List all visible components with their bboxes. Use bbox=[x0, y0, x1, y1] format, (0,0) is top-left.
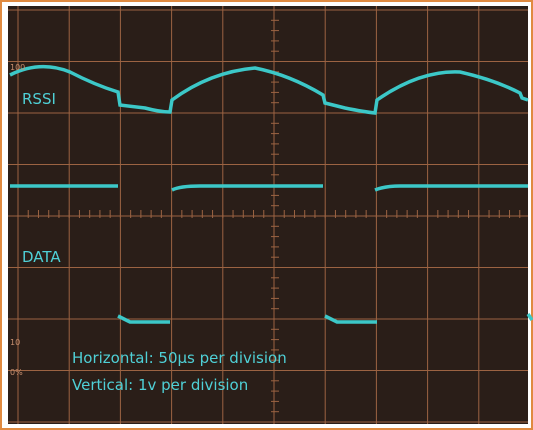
data-trace-low bbox=[117, 313, 533, 324]
trace-label: RSSI bbox=[22, 90, 56, 108]
scale-mark: 100 bbox=[10, 63, 25, 72]
rssi-trace bbox=[9, 65, 529, 115]
setting-text: Horizontal: 50µs per division bbox=[72, 349, 287, 367]
trace-label: DATA bbox=[22, 248, 61, 266]
graticule bbox=[8, 6, 528, 424]
data-trace-high bbox=[10, 184, 528, 192]
scale-mark: 10 bbox=[10, 338, 20, 347]
setting-text: Vertical: 1v per division bbox=[72, 376, 248, 394]
scale-mark: 0% bbox=[10, 368, 23, 377]
screen bbox=[8, 6, 528, 424]
